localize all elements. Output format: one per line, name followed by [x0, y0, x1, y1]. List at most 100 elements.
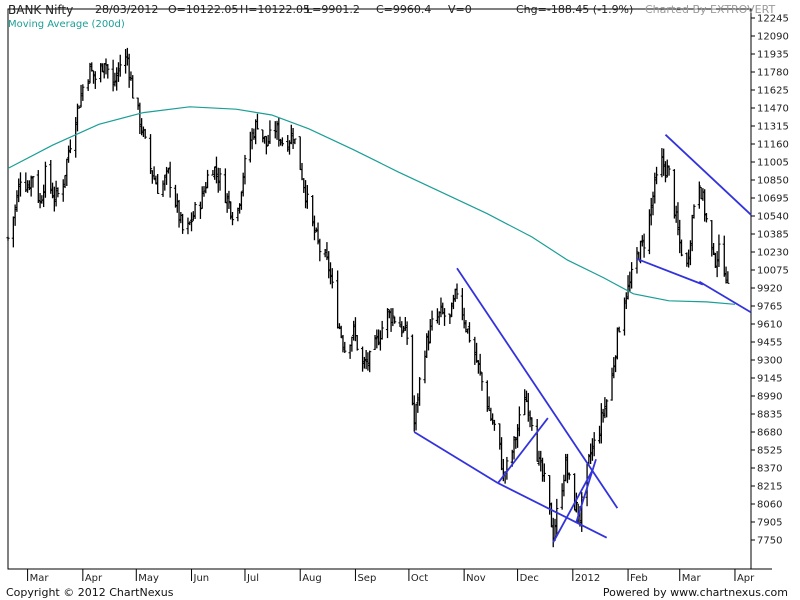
ohlc-bar [403, 317, 407, 331]
ohlc-bar [672, 169, 676, 219]
ohlc-bar [610, 367, 614, 401]
ohlc-bars [6, 47, 730, 548]
ohlc-bar [279, 138, 283, 146]
y-tick-label: 8215 [757, 482, 782, 493]
y-tick-label: 7905 [757, 518, 782, 529]
ohlc-bar [663, 161, 668, 183]
ohlc-bar [375, 329, 379, 349]
ohlc-bar [491, 413, 495, 425]
ohlc-bar [104, 58, 108, 75]
ohlc-bar [116, 62, 121, 82]
ohlc-bar [280, 137, 284, 147]
ohlc-bar [314, 227, 318, 233]
ohlc-bar [676, 202, 680, 236]
ohlc-bar [239, 191, 244, 210]
ohlc-bar [264, 135, 268, 155]
ohlc-bar [523, 389, 527, 416]
ohlc-bar [343, 341, 347, 354]
ohlc-bar [480, 372, 484, 391]
ohlc-bar [505, 456, 509, 480]
ohlc-bar [626, 275, 630, 300]
ohlc-bar [198, 201, 203, 219]
ohlc-bar [115, 67, 119, 91]
ohlc-bar [330, 268, 334, 289]
ohlc-bar [66, 145, 71, 163]
ohlc-bar [13, 204, 17, 226]
ohlc-bar [722, 235, 726, 277]
ohlc-bar [216, 167, 220, 193]
ohlc-bar [25, 180, 30, 193]
ohlc-bar [703, 189, 707, 222]
ohlc-bar [355, 335, 359, 351]
x-tick-label: Oct [411, 573, 428, 584]
y-tick-label: 8680 [757, 428, 782, 439]
ohlc-bar [186, 217, 190, 235]
powered-by-link[interactable]: Powered by www.chartnexus.com [602, 586, 788, 599]
ohlc-bar [181, 213, 185, 234]
x-tick-label: Apr [85, 573, 103, 584]
ohlc-bar [341, 334, 345, 353]
ohlc-bar [111, 59, 115, 92]
ohlc-bar [478, 353, 482, 376]
ohlc-bar [353, 317, 358, 342]
ohlc-bar [622, 297, 627, 336]
trendline [698, 280, 752, 314]
ohlc-bar [61, 179, 65, 202]
ohlc-bar [597, 425, 602, 444]
ohlc-bar [562, 474, 566, 497]
ohlc-bar [530, 417, 534, 431]
ohlc-bar [426, 330, 431, 351]
y-tick-label: 10540 [757, 212, 789, 223]
ohlc-bar [685, 252, 689, 267]
ohlc-bar [287, 140, 292, 155]
ohlc-bar [152, 166, 156, 180]
ohlc-bar [385, 308, 390, 339]
ohlc-bar [692, 204, 696, 219]
ohlc-bar [91, 70, 96, 84]
ohlc-bar [136, 97, 140, 110]
ohlc-bar [179, 212, 183, 224]
ohlc-bar [36, 170, 40, 203]
ohlc-bar [143, 128, 147, 139]
ohlc-bar [312, 215, 317, 241]
ohlc-bar [414, 403, 418, 431]
ohlc-bar [542, 463, 546, 482]
ohlc-bar [150, 170, 154, 184]
ohlc-bar [268, 120, 272, 144]
y-tick-label: 11315 [757, 122, 789, 133]
ohlc-bar [368, 350, 372, 373]
y-tick-label: 9300 [757, 356, 782, 367]
trendline [636, 258, 704, 286]
ohlc-bar [592, 432, 596, 457]
ohlc-bar [416, 393, 420, 413]
ohlc-bar [56, 187, 60, 198]
ohlc-bar [236, 207, 240, 222]
ohlc-bar [225, 193, 229, 213]
x-tick-label: Jun [193, 573, 210, 584]
ohlc-bar [68, 139, 72, 154]
ohlc-bar [54, 180, 58, 207]
ohlc-bar [302, 178, 306, 193]
ohlc-bar [86, 79, 90, 91]
ohlc-bar [423, 350, 427, 384]
ohlc-bar [218, 167, 222, 191]
ohlc-bar [291, 128, 295, 150]
ohlc-bar [651, 191, 655, 216]
ohlc-bar [293, 138, 297, 145]
ohlc-bar [303, 180, 308, 209]
ohlc-bar [318, 238, 322, 262]
trendline [575, 459, 597, 523]
ohlc-bar [138, 102, 142, 135]
ohlc-bar [316, 222, 320, 245]
ohlc-bar [300, 162, 304, 181]
ohlc-bar [261, 129, 265, 143]
y-tick-label: 9145 [757, 374, 782, 385]
y-tick-label: 12245 [757, 14, 789, 25]
ohlc-bar [327, 251, 331, 279]
ohlc-bar [200, 186, 204, 209]
y-tick-label: 8525 [757, 446, 782, 457]
moving-average-line [7, 106, 736, 305]
ohlc-bar [49, 159, 53, 194]
ohlc-bar [653, 172, 657, 204]
